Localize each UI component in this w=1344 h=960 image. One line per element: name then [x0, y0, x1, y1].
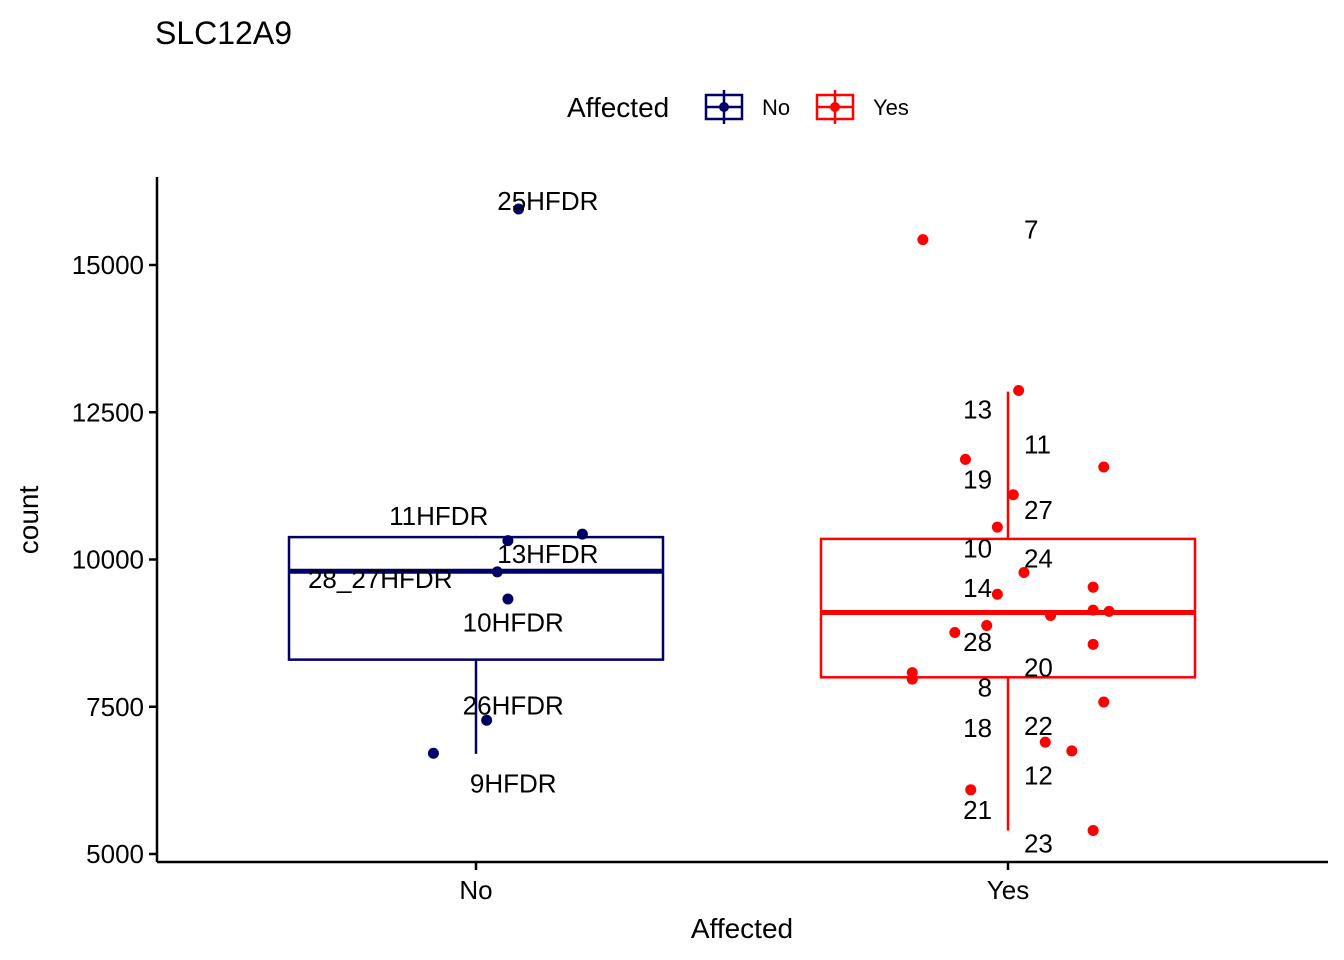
data-point [1087, 581, 1099, 593]
data-point [981, 619, 993, 631]
point-label: 27 [1024, 495, 1053, 525]
y-tick-label: 7500 [86, 692, 144, 722]
point-label: 24 [1024, 543, 1053, 573]
point-label: 28 [963, 627, 992, 657]
data-point [1039, 736, 1051, 748]
data-point [991, 521, 1003, 533]
x-axis-ticks: No Yes [459, 862, 1029, 905]
y-tick-label: 10000 [72, 545, 144, 575]
data-point [481, 714, 493, 726]
data-point [1087, 604, 1099, 616]
chart-title: SLC12A9 [155, 15, 292, 51]
legend-key-yes [815, 90, 855, 124]
data-point [1098, 696, 1110, 708]
data-point [576, 528, 588, 540]
x-axis-title: Affected [691, 913, 793, 944]
boxes-layer [287, 391, 1197, 831]
point-label: 9HFDR [470, 768, 557, 798]
point-label: 19 [963, 464, 992, 494]
x-tick-label: No [459, 875, 492, 905]
y-tick-label: 15000 [72, 250, 144, 280]
point-label: 10HFDR [463, 608, 564, 638]
data-point [1087, 824, 1099, 836]
box-no [287, 535, 665, 754]
legend: Affected No Yes [567, 90, 909, 124]
data-point [502, 593, 514, 605]
box-yes [819, 391, 1197, 831]
point-label: 20 [1024, 652, 1053, 682]
point-label: 25HFDR [497, 186, 598, 216]
point-label: 13HFDR [497, 539, 598, 569]
point-label: 14 [963, 573, 992, 603]
point-label: 12 [1024, 761, 1053, 791]
y-tick-label: 5000 [86, 839, 144, 869]
point-label: 23 [1024, 828, 1053, 858]
data-point [513, 203, 525, 215]
point-label: 11HFDR [389, 501, 488, 531]
legend-key-no [704, 90, 744, 124]
y-tick-label: 12500 [72, 397, 144, 427]
point-label: 26HFDR [463, 691, 564, 721]
data-point [906, 673, 918, 685]
y-axis-ticks: 5000 7500 10000 12500 15000 [72, 250, 157, 869]
box-iqr [287, 535, 665, 661]
data-point [502, 535, 514, 547]
data-point [1066, 745, 1078, 757]
legend-label-yes: Yes [873, 95, 909, 120]
data-point [491, 566, 503, 578]
points-layer [427, 203, 1115, 836]
data-point [917, 234, 929, 246]
point-label: 13 [963, 394, 992, 424]
y-axis-title: count [13, 486, 44, 555]
data-point [1007, 489, 1019, 501]
legend-title: Affected [567, 92, 669, 123]
box-iqr [819, 537, 1197, 679]
point-label: 7 [1024, 215, 1038, 245]
data-point [991, 588, 1003, 600]
point-label: 21 [963, 795, 992, 825]
data-point [1103, 605, 1115, 617]
data-point [965, 784, 977, 796]
data-point [1013, 384, 1025, 396]
data-point [1045, 609, 1057, 621]
data-point [949, 627, 961, 639]
point-label: 18 [963, 713, 992, 743]
data-point [959, 453, 971, 465]
data-point [427, 747, 439, 759]
point-label: 28_27HFDR [308, 564, 453, 594]
point-label: 10 [963, 533, 992, 563]
x-tick-label: Yes [987, 875, 1029, 905]
point-labels-layer: 25HFDR 11HFDR 13HFDR 28_27HFDR 10HFDR 26HFDR 9… [308, 186, 1053, 859]
legend-label-no: No [762, 95, 790, 120]
point-label: 22 [1024, 711, 1053, 741]
data-point [1098, 461, 1110, 473]
point-label: 11 [1024, 430, 1051, 460]
data-point [1087, 638, 1099, 650]
point-label: 8 [978, 672, 992, 702]
data-point [1018, 566, 1030, 578]
